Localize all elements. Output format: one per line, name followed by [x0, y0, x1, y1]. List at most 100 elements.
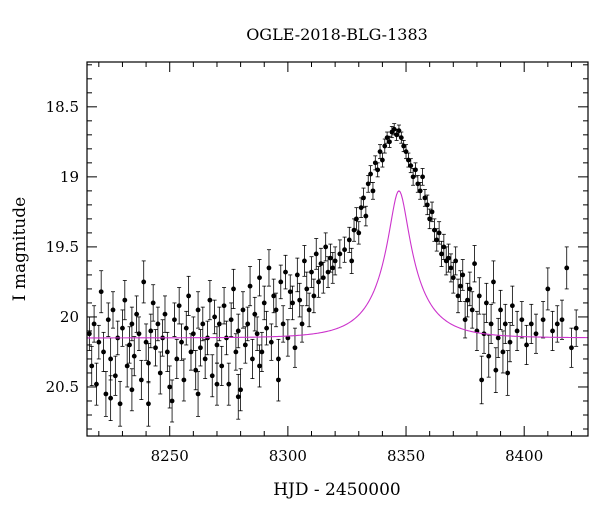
- data-point: [363, 205, 369, 227]
- x-axis-label: HJD - 2450000: [273, 480, 401, 500]
- x-tick-label: 8250: [151, 447, 189, 465]
- data-point: [195, 371, 201, 417]
- data-point: [235, 313, 241, 349]
- data-point: [148, 313, 154, 349]
- data-point: [540, 301, 546, 339]
- data-point: [328, 243, 333, 273]
- data-point: [228, 302, 234, 337]
- data-point: [455, 278, 461, 314]
- data-point: [89, 345, 95, 386]
- data-point: [101, 331, 106, 372]
- data-point: [420, 168, 425, 186]
- data-point: [131, 336, 137, 377]
- data-point: [330, 252, 336, 284]
- data-point: [200, 306, 206, 342]
- data-point: [134, 295, 140, 333]
- data-point: [573, 309, 579, 347]
- data-point: [179, 323, 184, 361]
- data-point: [153, 329, 158, 367]
- data-point: [271, 278, 277, 314]
- data-point: [219, 345, 225, 386]
- data-point: [122, 280, 128, 321]
- data-point: [429, 201, 435, 223]
- data-point: [276, 358, 281, 402]
- data-point: [129, 368, 135, 412]
- data-point: [304, 271, 310, 307]
- data-point: [278, 264, 284, 300]
- data-point: [474, 310, 480, 351]
- data-point: [273, 292, 279, 328]
- data-point: [202, 338, 208, 379]
- data-point: [332, 246, 338, 276]
- data-point: [183, 310, 189, 346]
- data-point: [337, 239, 343, 269]
- x-tick-label: 8400: [505, 447, 543, 465]
- data-point: [110, 291, 116, 329]
- data-point: [550, 310, 555, 351]
- data-point: [398, 131, 404, 144]
- data-point: [528, 303, 534, 344]
- data-point: [245, 306, 251, 342]
- data-point: [495, 317, 501, 358]
- data-point: [309, 256, 314, 288]
- data-point: [479, 355, 485, 405]
- data-point: [533, 313, 539, 354]
- data-point: [382, 138, 388, 154]
- data-point: [108, 337, 114, 381]
- data-point: [198, 329, 203, 367]
- data-point: [486, 334, 492, 378]
- data-point: [238, 368, 244, 412]
- data-point: [502, 303, 508, 344]
- data-layer: [87, 123, 588, 427]
- data-point: [446, 243, 451, 273]
- data-point: [297, 282, 303, 318]
- data-point: [240, 291, 246, 329]
- data-point: [190, 316, 196, 351]
- data-point: [424, 194, 430, 216]
- data-point: [250, 338, 255, 379]
- data-point: [87, 316, 92, 351]
- data-point: [316, 266, 321, 298]
- data-point: [143, 323, 149, 361]
- data-point: [212, 299, 218, 335]
- data-point: [422, 189, 428, 207]
- model-curve: [87, 190, 588, 339]
- data-point: [268, 323, 274, 361]
- data-point: [216, 306, 222, 342]
- data-point: [554, 305, 560, 343]
- data-point: [391, 123, 397, 136]
- data-point: [233, 333, 239, 371]
- data-point: [514, 310, 520, 351]
- data-point: [377, 144, 383, 160]
- data-point: [188, 333, 194, 371]
- data-point: [299, 305, 305, 343]
- data-point: [257, 344, 262, 388]
- data-point: [460, 259, 466, 291]
- data-point: [231, 268, 236, 309]
- data-point: [311, 278, 317, 314]
- data-point: [491, 260, 496, 304]
- data-point: [252, 296, 258, 332]
- data-point: [290, 285, 295, 321]
- data-point: [375, 162, 381, 178]
- data-point: [169, 379, 175, 423]
- data-point: [524, 324, 529, 365]
- data-point: [467, 271, 473, 307]
- data-point: [439, 240, 444, 267]
- data-point: [413, 162, 418, 178]
- data-point: [176, 287, 182, 325]
- data-point: [476, 277, 482, 315]
- data-point: [519, 301, 525, 339]
- data-point: [117, 380, 123, 427]
- data-point: [261, 285, 267, 321]
- data-point: [488, 303, 494, 344]
- data-point: [500, 330, 506, 374]
- data-point: [498, 289, 503, 330]
- data-point: [469, 291, 475, 329]
- data-point: [138, 359, 144, 400]
- data-point: [214, 326, 220, 364]
- data-point: [349, 247, 355, 274]
- data-point: [509, 285, 515, 326]
- data-point: [436, 221, 442, 245]
- data-point: [427, 208, 433, 230]
